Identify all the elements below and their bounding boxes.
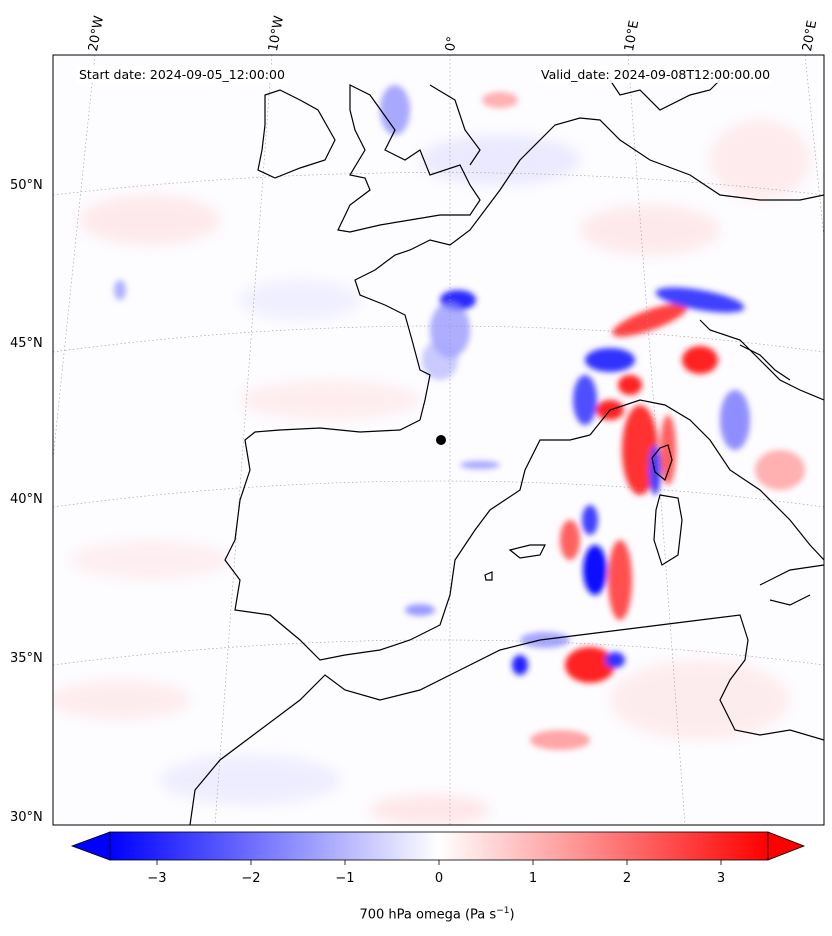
colorbar-tick-label: 3: [716, 871, 726, 886]
colorbar-tick-label: −3: [147, 871, 167, 886]
lat-label-30n: 30°N: [10, 810, 43, 825]
colorbar-title: 700 hPa omega (Pa s−1): [0, 906, 832, 922]
lat-label-35n: 35°N: [10, 651, 43, 666]
graticule: [53, 55, 824, 825]
lat-label-40n: 40°N: [10, 492, 43, 507]
colorbar-extend-low: [70, 831, 111, 861]
start-date-label: Start date: 2024-09-05_12:00:00: [76, 66, 288, 83]
lon-label-0: 0°: [443, 35, 461, 53]
colorbar-title-text: 700 hPa omega (Pa s: [359, 907, 497, 923]
lat-label-45n: 45°N: [10, 336, 43, 351]
map-frame: [52, 54, 825, 826]
marker-dot: [436, 435, 446, 445]
valid-date-label: Valid_date: 2024-09-08T12:00:00.00: [538, 66, 774, 83]
colorbar-title-close: ): [509, 907, 515, 923]
colorbar-bar: [109, 831, 769, 861]
coastlines: [189, 79, 824, 825]
omega-field: [53, 85, 810, 825]
colorbar-title-unit-exponent: −1: [496, 906, 510, 916]
colorbar-tick-label: −1: [335, 871, 355, 886]
colorbar-tick-label: 0: [434, 871, 444, 886]
colorbar: [70, 831, 806, 865]
colorbar-tick-label: 1: [528, 871, 538, 886]
lat-label-50n: 50°N: [10, 178, 43, 193]
colorbar-extend-high: [767, 831, 806, 861]
colorbar-tick-label: 2: [622, 871, 632, 886]
colorbar-tick-label: −2: [241, 871, 261, 886]
